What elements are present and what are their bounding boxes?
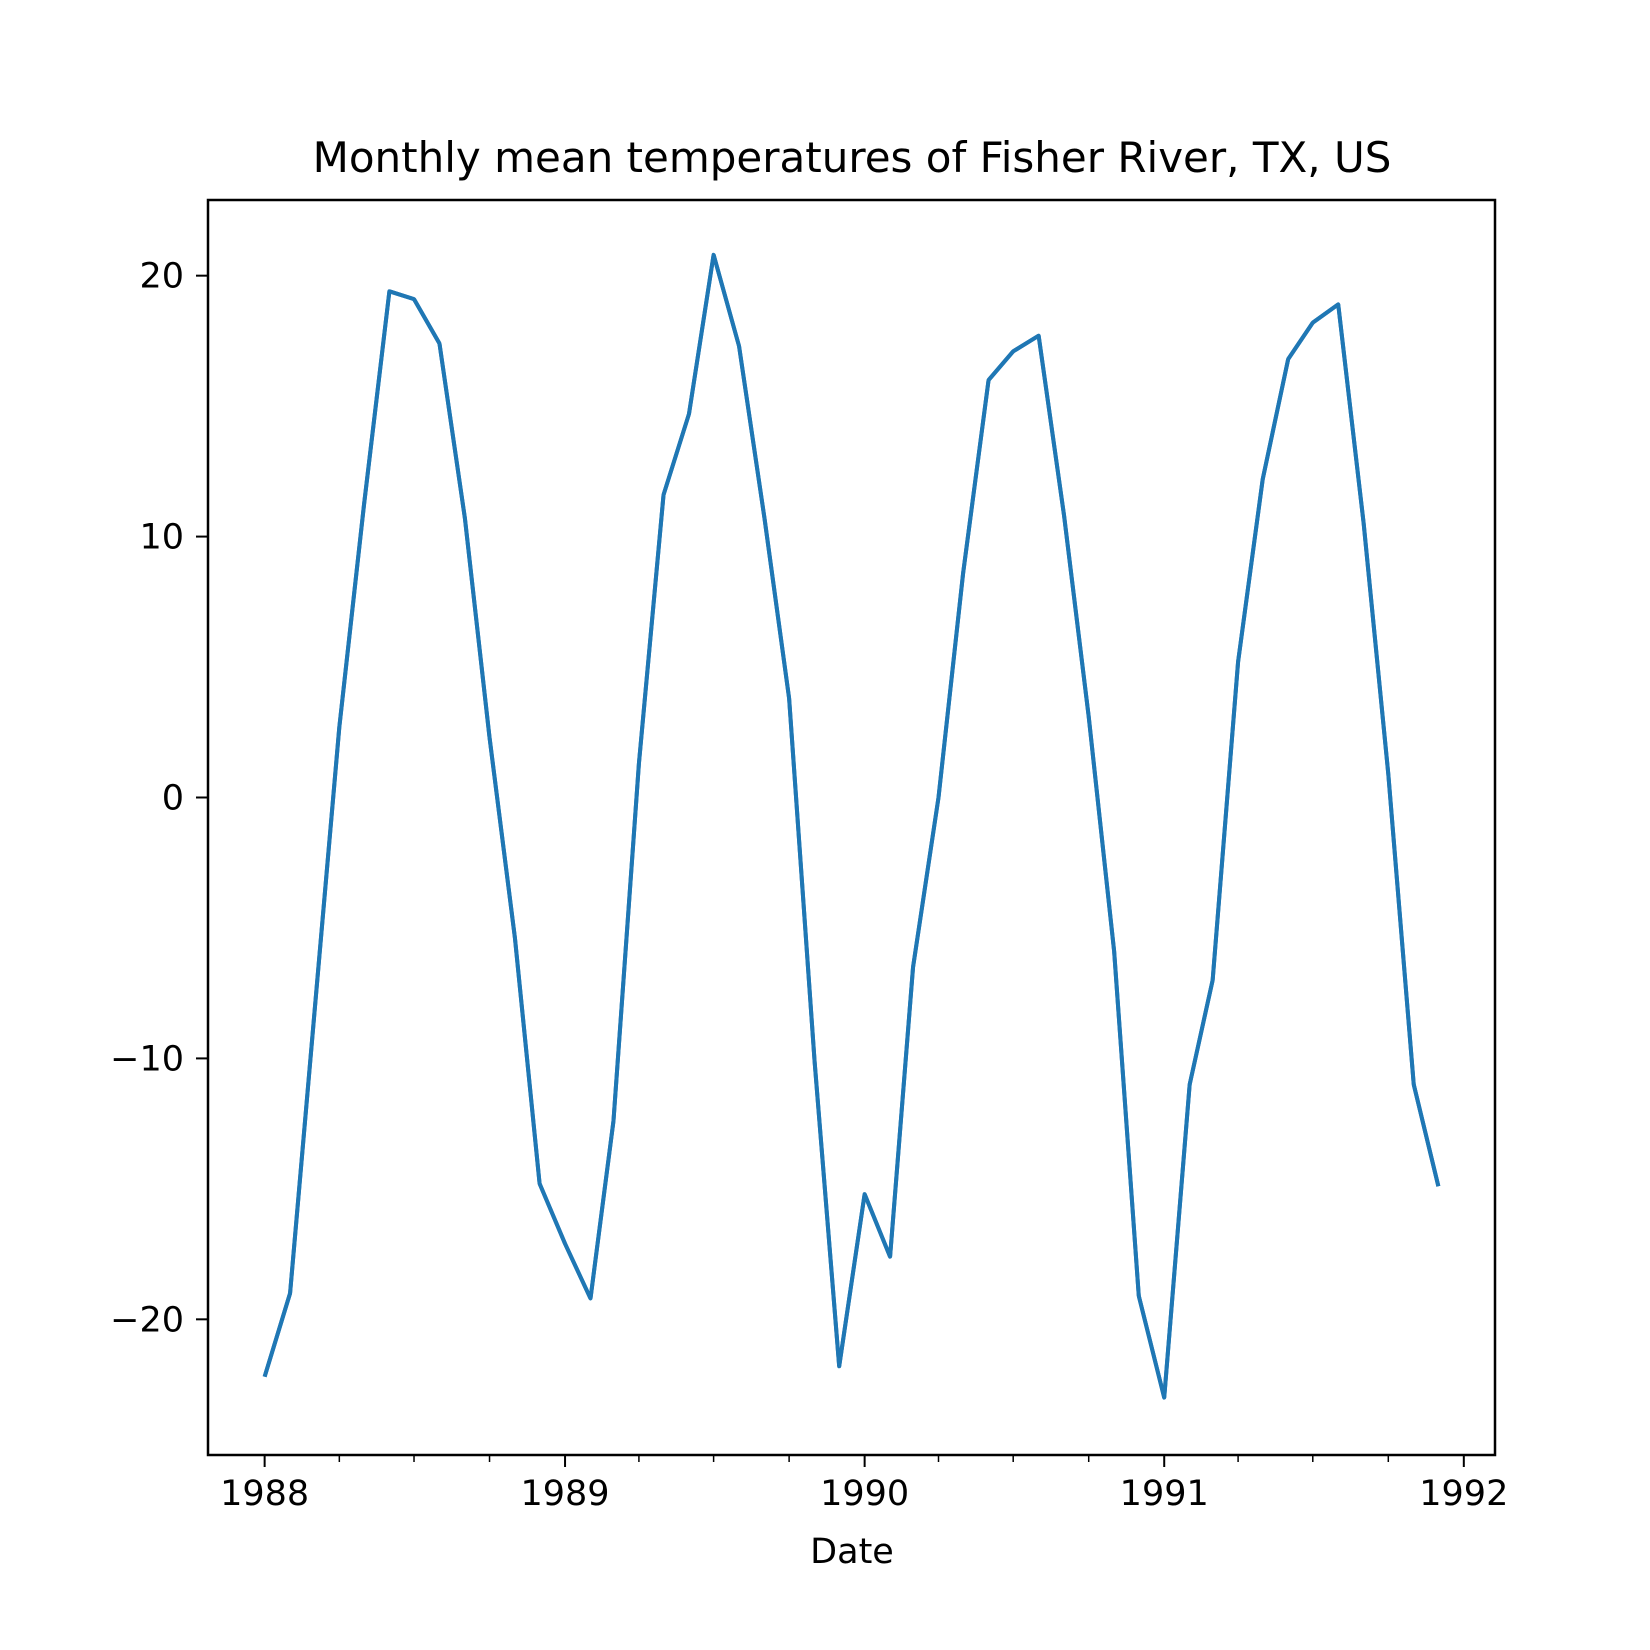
- axes-frame: [206, 198, 1497, 1457]
- x-axis-label: Date: [810, 1532, 894, 1572]
- x-tick-label: 1992: [1419, 1474, 1508, 1514]
- x-tick-label: 1991: [1120, 1474, 1209, 1514]
- y-tick-label: −10: [110, 1039, 184, 1079]
- plot-area: 1988 1989 1990 1991 1992 20 10 0 −10 −20: [110, 198, 1508, 1514]
- x-tick-label: 1989: [521, 1474, 610, 1514]
- x-tick-label: 1988: [220, 1474, 309, 1514]
- x-tick-label: 1990: [820, 1474, 909, 1514]
- y-tick-label: −20: [110, 1300, 184, 1340]
- data-line-series: [262, 252, 1441, 1400]
- y-tick-label: 20: [139, 257, 184, 297]
- chart-title: Monthly mean temperatures of Fisher Rive…: [313, 133, 1392, 182]
- y-tick-label: 0: [162, 778, 184, 818]
- y-tick-label: 10: [139, 518, 184, 558]
- data-line: [262, 252, 1441, 1400]
